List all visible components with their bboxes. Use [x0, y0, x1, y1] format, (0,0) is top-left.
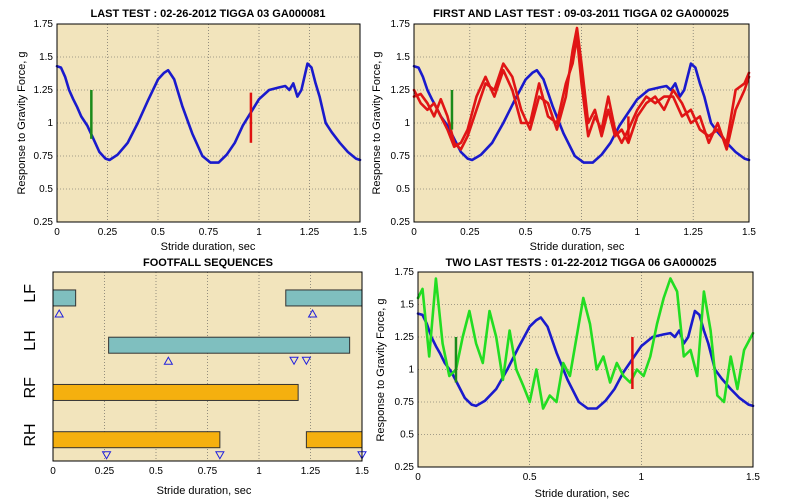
plot-area: 0 0.25 0.5 0.75 1 1.25 1.50.250.50.7511.251.51… [34, 19, 368, 238]
x-tick-label: 0.25 [95, 466, 115, 477]
x-tick-label: 1 [256, 227, 262, 238]
x-tick-label: 0.5 [523, 472, 537, 483]
series-line [412, 35, 751, 149]
y-tick-label: 1.75 [34, 19, 54, 30]
y-tick-label: 1.5 [39, 52, 53, 63]
y-tick-label: 1.5 [400, 300, 414, 311]
y-tick-label: 0.75 [395, 397, 415, 408]
plot-area: 0 0.25 0.5 0.75 1 1.25 1.5 LF LH RF RH [22, 271, 369, 477]
plot-area: 0 0.25 0.5 0.75 1 1.25 1.50.250.50.7511.251.51… [391, 19, 757, 238]
plot-frame [417, 271, 754, 468]
chart-last-test: LAST TEST : 02-26-2012 TIGGA 03 GA000081… [16, 8, 367, 253]
footfall-event-marker [101, 451, 112, 460]
x-tick-label: 0 [411, 227, 417, 238]
series-line [412, 26, 751, 151]
y-tick-label: 1.5 [396, 52, 410, 63]
x-axis-label: Stride duration, sec [535, 488, 630, 500]
stance-bar [52, 289, 77, 307]
y-tick-label: 1 [408, 365, 414, 376]
y-tick-label: 1.75 [391, 19, 411, 30]
y-tick-label: 0.5 [39, 184, 53, 195]
y-tick-label: 1.25 [391, 85, 411, 96]
x-tick-label: 1.5 [355, 466, 369, 477]
plot-frame [413, 23, 750, 223]
x-tick-label: 1 [256, 466, 262, 477]
x-tick-label: 1.5 [353, 227, 367, 238]
x-tick-label: 0.25 [98, 227, 118, 238]
x-tick-label: 1.25 [301, 466, 321, 477]
row-label: RF [22, 377, 39, 399]
y-tick-label: 0.75 [391, 151, 411, 162]
x-tick-label: 1.5 [742, 227, 756, 238]
x-axis-label: Stride duration, sec [157, 485, 252, 497]
chart-title: FIRST AND LAST TEST : 09-03-2011 TIGGA 0… [433, 8, 729, 20]
x-axis-label: Stride duration, sec [161, 241, 256, 253]
y-tick-label: 1 [47, 118, 53, 129]
stance-bar [285, 289, 363, 307]
x-tick-label: 1 [635, 227, 641, 238]
x-tick-label: 0 [50, 466, 56, 477]
y-axis-label: Response to Gravity Force, g [16, 51, 28, 194]
x-tick-label: 0.5 [149, 466, 163, 477]
x-tick-label: 0.5 [151, 227, 165, 238]
y-tick-label: 0.5 [400, 430, 414, 441]
y-tick-label: 0.5 [396, 184, 410, 195]
x-tick-label: 1.25 [683, 227, 703, 238]
y-tick-label: 0.75 [34, 151, 54, 162]
footfall-event-marker [307, 308, 318, 318]
chart-two-last-tests: TWO LAST TESTS : 01-22-2012 TIGGA 06 GA0… [375, 257, 760, 500]
stance-bar [52, 383, 299, 401]
x-tick-label: 0.25 [460, 227, 480, 238]
plot-area: 0 0.5 1 1.5 0.25 0.5 0.75 1 1.25 1.5 1.75 [395, 267, 761, 483]
chart-title: TWO LAST TESTS : 01-22-2012 TIGGA 06 GA0… [445, 257, 716, 269]
plot-frame [56, 23, 361, 223]
plot-frame [52, 271, 363, 462]
stance-bar [52, 431, 221, 449]
x-tick-label: 0 [54, 227, 60, 238]
y-axis-label: Response to Gravity Force, g [375, 298, 387, 441]
x-axis-label: Stride duration, sec [530, 241, 625, 253]
stance-bar [305, 431, 363, 449]
x-tick-label: 1.5 [746, 472, 760, 483]
row-label: LF [22, 284, 39, 303]
chart-title: FOOTFALL SEQUENCES [143, 257, 273, 269]
x-tick-label: 1 [639, 472, 645, 483]
footfall-event-marker [214, 451, 225, 460]
y-tick-label: 1 [404, 118, 410, 129]
chart-footfall-sequences: FOOTFALL SEQUENCES 0 0.25 0.5 0.75 1 1.25 1.5 L… [22, 257, 369, 497]
footfall-event-marker [301, 356, 312, 366]
series-line [416, 277, 755, 410]
footfall-event-marker [289, 356, 299, 366]
row-label: RH [22, 423, 39, 446]
y-tick-label: 1.25 [34, 85, 54, 96]
x-tick-label: 0 [415, 472, 421, 483]
x-tick-label: 0.75 [198, 466, 218, 477]
x-tick-label: 1.25 [300, 227, 320, 238]
y-tick-label: 1.75 [395, 267, 415, 278]
row-label: LH [22, 330, 39, 350]
footfall-event-marker [163, 356, 174, 365]
x-tick-label: 0.75 [572, 227, 592, 238]
chart-first-and-last-test: FIRST AND LAST TEST : 09-03-2011 TIGGA 0… [371, 8, 756, 253]
y-tick-label: 0.25 [391, 217, 411, 228]
stance-bar [108, 336, 351, 354]
footfall-event-marker [54, 308, 65, 318]
chart-title: LAST TEST : 02-26-2012 TIGGA 03 GA000081 [91, 8, 326, 20]
y-axis-label: Response to Gravity Force, g [371, 51, 383, 194]
y-tick-label: 1.25 [395, 332, 415, 343]
y-tick-label: 0.25 [34, 217, 54, 228]
x-tick-label: 0.5 [519, 227, 533, 238]
y-tick-label: 0.25 [395, 462, 415, 473]
x-tick-label: 0.75 [199, 227, 219, 238]
